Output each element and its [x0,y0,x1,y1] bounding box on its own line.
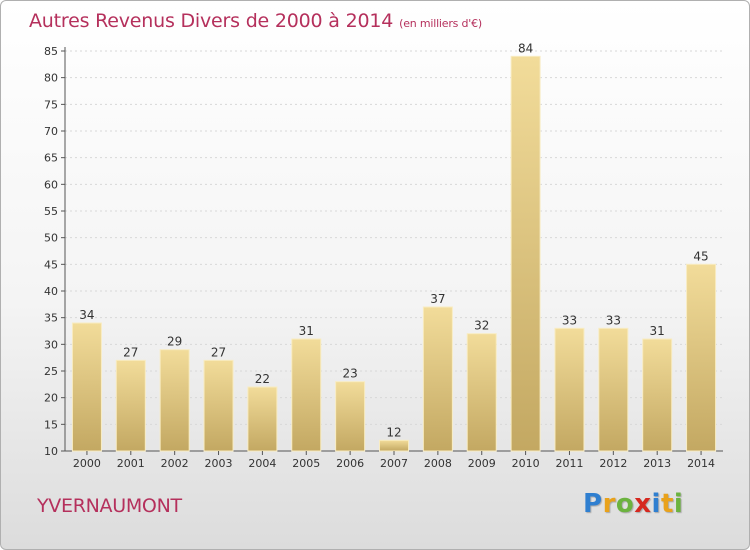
bar [203,359,234,452]
x-tick-label: 2010 [512,457,540,470]
data-label: 27 [211,345,226,359]
data-label: 33 [562,313,577,327]
y-tick-label: 55 [44,205,58,218]
bar [159,349,190,452]
bar [115,359,146,452]
logo-letter: i [673,489,684,519]
x-tick-label: 2005 [292,457,320,470]
y-tick-label: 60 [44,178,58,191]
data-label: 33 [606,313,621,327]
data-label: 22 [255,372,270,386]
y-tick-label: 80 [44,72,58,85]
y-tick-label: 15 [44,418,58,431]
data-label: 32 [474,319,489,333]
y-tick-label: 65 [44,152,58,165]
logo-letter: r [602,489,616,519]
y-tick-label: 70 [44,125,58,138]
x-tick-label: 2004 [248,457,276,470]
bar [422,306,453,452]
y-tick-label: 30 [44,338,58,351]
y-tick-label: 10 [44,445,58,458]
bar [335,381,366,452]
logo-letter: t [660,489,674,519]
logo-letter: P [583,489,603,519]
x-tick-label: 2003 [205,457,233,470]
bar [598,327,629,452]
x-tick-label: 2013 [643,457,671,470]
y-tick-label: 40 [44,285,58,298]
bar [510,55,541,452]
bar [247,386,278,452]
proxiti-logo: Proxiti [583,489,683,519]
x-tick-label: 2000 [73,457,101,470]
bar [466,333,497,452]
y-tick-label: 75 [44,98,58,111]
logo-letter: o [615,489,635,519]
x-tick-label: 2011 [555,457,583,470]
bar [554,327,585,452]
logo-letter: i [651,489,661,519]
x-tick-label: 2009 [468,457,496,470]
data-label: 34 [79,308,94,322]
y-tick-label: 20 [44,392,58,405]
x-tick-label: 2014 [687,457,715,470]
y-tick-label: 45 [44,258,58,271]
y-tick-label: 50 [44,232,58,245]
y-tick-label: 35 [44,312,58,325]
logo-letter: x [634,489,652,519]
x-tick-label: 2008 [424,457,452,470]
data-label: 29 [167,335,182,349]
data-label: 23 [342,367,357,381]
data-label: 31 [650,324,665,338]
chart-title: Autres Revenus Divers de 2000 à 2014 (en … [29,10,483,32]
chart-subtitle: (en milliers d'€) [399,17,483,30]
x-tick-label: 2012 [599,457,627,470]
bar [642,338,673,452]
bar [379,439,409,452]
y-tick-label: 25 [44,365,58,378]
bar [686,263,717,452]
data-label: 37 [430,292,445,306]
x-tick-label: 2001 [117,457,145,470]
x-tick-label: 2006 [336,457,364,470]
bar [71,322,102,452]
data-label: 12 [386,425,401,439]
data-label: 27 [123,345,138,359]
data-label: 45 [693,249,708,263]
data-label: 31 [299,324,314,338]
x-tick-label: 2002 [161,457,189,470]
y-tick-label: 85 [44,45,58,58]
bar [291,338,322,452]
town-name: YVERNAUMONT [37,495,182,517]
data-label: 84 [518,41,533,55]
x-tick-label: 2007 [380,457,408,470]
